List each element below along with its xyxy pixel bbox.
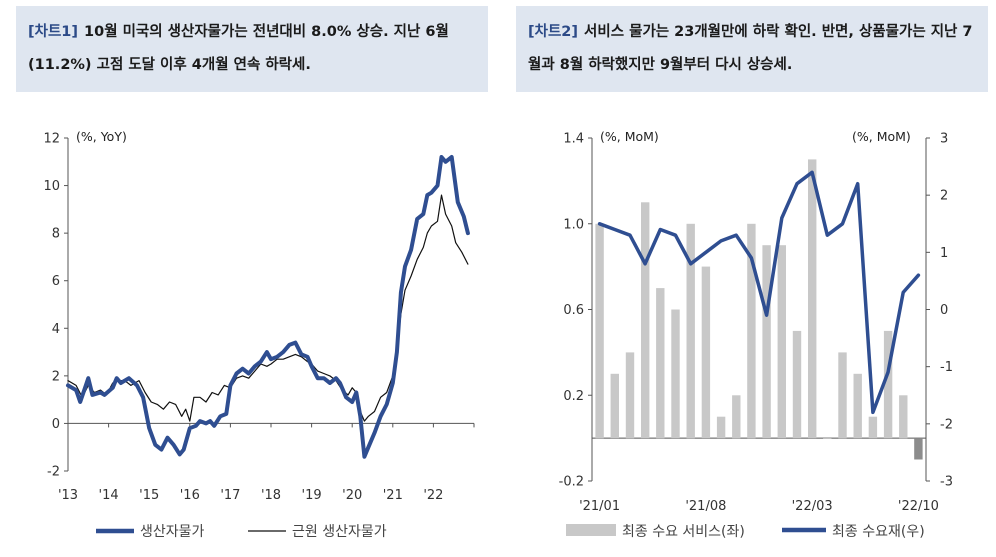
chart2-left-tick-label: 1.0: [563, 217, 584, 232]
bar-services: [899, 395, 908, 439]
bar-services: [610, 373, 619, 439]
chart1-x-tick-label: '17: [220, 488, 240, 503]
bar-services: [883, 330, 893, 439]
chart1-x-tick-label: '20: [342, 488, 362, 503]
bar-services: [762, 245, 771, 439]
bar-services: [914, 438, 923, 460]
chart1-unit-label: (%, YoY): [76, 129, 127, 144]
chart1-y-tick-label: 0: [52, 417, 60, 432]
chart2-left-tick-label: 0.6: [563, 303, 584, 318]
chart2-x-tick-label: '21/08: [685, 499, 726, 514]
series-line-core-ppi: [67, 194, 469, 422]
chart2-x-tick-label: '22/03: [792, 499, 833, 514]
chart1-header: [차트1] 10월 미국의 생산자물가는 전년대비 8.0% 상승. 지난 6월(…: [16, 6, 488, 92]
bar-services: [808, 159, 817, 439]
chart2-right-tick-label: -2: [940, 417, 953, 432]
chart1-y-tick-label: 6: [52, 274, 60, 289]
chart2-plot: 1.4 1.0 0.6 0.2 -0.2 3 2 1 0 -1 -2 -3 '21/01 '21/08 '2…: [559, 129, 953, 540]
chart2-right-tick-label: 1: [940, 246, 948, 261]
chart1-x-tick-label: '14: [99, 488, 119, 503]
chart1-x-tick-label: '18: [261, 488, 281, 503]
chart2-right-tick-label: -1: [940, 360, 953, 375]
bar-services: [701, 266, 711, 439]
chart2-right-tick-label: 3: [940, 132, 948, 147]
bar-services: [595, 223, 604, 439]
chart2-panel: [차트2] 서비스 물가는 23개월만에 하락 확인. 반면, 상품물가는 지난 …: [516, 0, 988, 557]
chart2-left-tick-label: 1.4: [563, 132, 584, 147]
chart2-unit-left: (%, MoM): [600, 129, 659, 144]
chart1-x-tick-label: '13: [58, 488, 78, 503]
chart2-x-tick-label: '21/01: [579, 499, 620, 514]
bar-services: [868, 416, 878, 439]
series-line-ppi: [66, 155, 470, 459]
legend-label-services: 최종 수요 서비스(좌): [622, 524, 745, 540]
chart1-y-tick-label: 12: [43, 132, 60, 147]
series-line-goods: [597, 170, 921, 415]
chart1-plot: 12 10 8 6 4 2 0 -2 '13 '14 '15 '16 '17 '18 '19 '20 '21 '2…: [43, 129, 475, 540]
chart2-left-tick-label: -0.2: [559, 475, 584, 490]
chart2-right-tick-label: 0: [940, 303, 948, 318]
bar-services: [792, 330, 802, 439]
legend-label-goods: 최종 수요재(우): [832, 524, 925, 540]
chart1-y-tick-label: -2: [47, 465, 60, 480]
chart1-x-tick-label: '19: [302, 488, 322, 503]
bar-services: [671, 309, 680, 439]
chart1-panel: [차트1] 10월 미국의 생산자물가는 전년대비 8.0% 상승. 지난 6월(…: [16, 0, 488, 557]
chart2-title: 서비스 물가는 23개월만에 하락 확인. 반면, 상품물가는 지난 7월과 8…: [528, 24, 973, 73]
chart2-tag: [차트2]: [528, 24, 579, 40]
bar-services: [853, 373, 862, 439]
chart1-tag: [차트1]: [28, 24, 79, 40]
bar-services: [777, 245, 786, 439]
bar-services: [686, 223, 695, 439]
bar-services: [656, 288, 665, 439]
bar-services: [641, 202, 650, 439]
bar-services: [625, 352, 635, 439]
chart1-y-tick-label: 4: [52, 322, 60, 337]
chart2-right-tick-label: -3: [940, 475, 953, 490]
chart2-x-tick-label: '22/10: [898, 499, 939, 514]
legend-label-core-ppi: 근원 생산자물가: [292, 524, 387, 540]
chart1-x-tick-label: '15: [139, 488, 159, 503]
bar-services: [732, 395, 741, 439]
chart2-right-tick-label: 2: [940, 189, 948, 204]
legend-label-ppi: 생산자물가: [140, 524, 205, 540]
chart2-left-tick-label: 0.2: [563, 389, 584, 404]
bar-services: [747, 223, 756, 439]
bar-services: [823, 438, 832, 439]
bar-services: [716, 416, 726, 439]
chart1-x-tick-label: '21: [383, 488, 403, 503]
chart2-header: [차트2] 서비스 물가는 23개월만에 하락 확인. 반면, 상품물가는 지난 …: [516, 6, 988, 92]
chart1-y-tick-label: 10: [43, 179, 60, 194]
chart1-y-tick-label: 8: [52, 227, 60, 242]
chart1-x-tick-label: '22: [423, 488, 443, 503]
chart2-unit-right: (%, MoM): [852, 129, 911, 144]
legend-swatch-services: [566, 524, 616, 536]
chart1-y-tick-label: 2: [52, 369, 60, 384]
chart1-title: 10월 미국의 생산자물가는 전년대비 8.0% 상승. 지난 6월(11.2%…: [28, 24, 449, 73]
bar-services: [838, 352, 847, 439]
chart1-x-tick-label: '16: [180, 488, 200, 503]
